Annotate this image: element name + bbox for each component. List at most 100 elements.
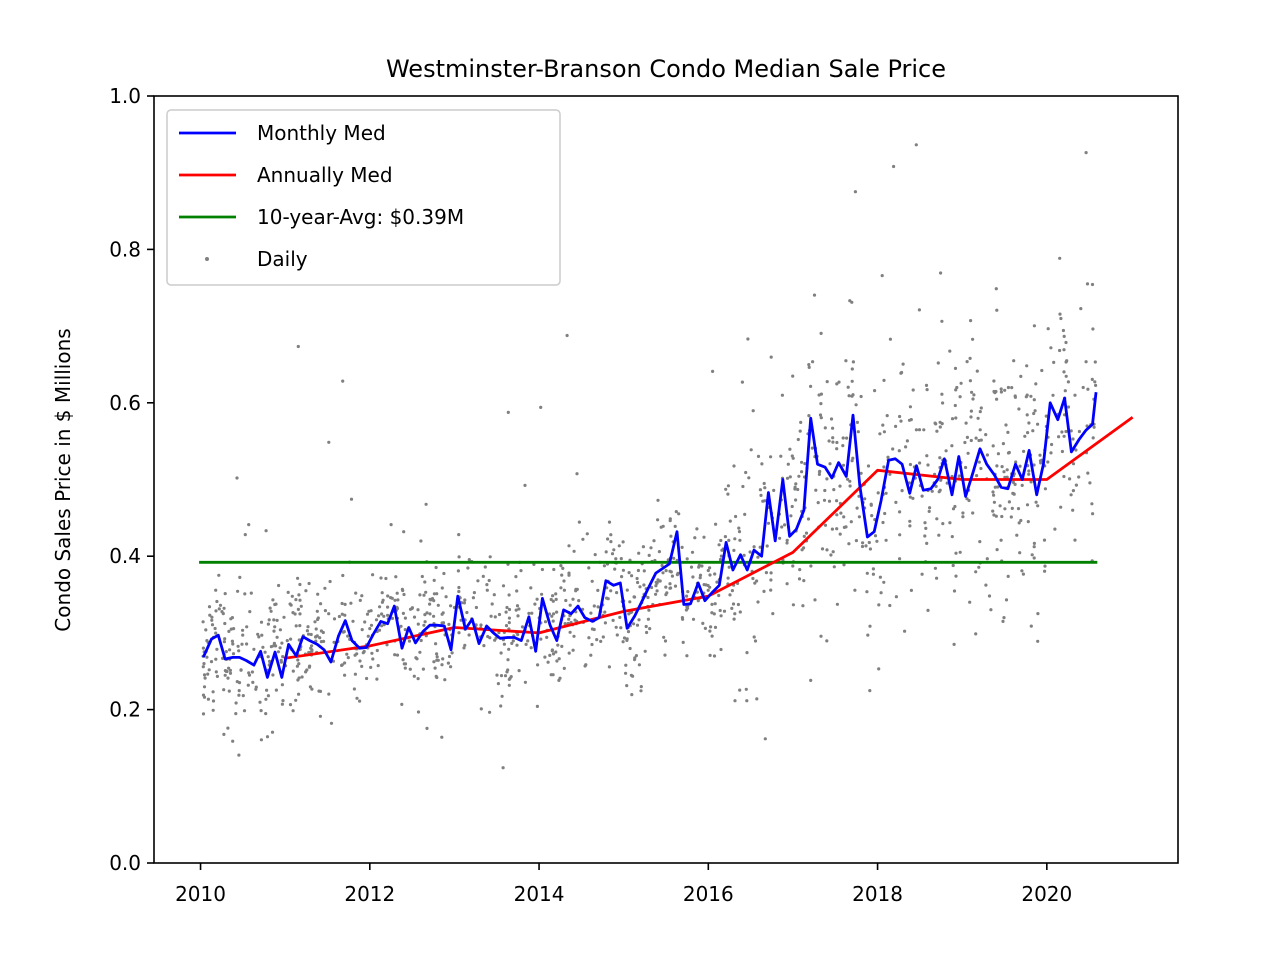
daily-point bbox=[994, 287, 998, 291]
daily-point bbox=[1021, 572, 1025, 576]
daily-point bbox=[935, 429, 939, 433]
daily-point bbox=[349, 601, 353, 605]
daily-point bbox=[950, 417, 955, 421]
daily-point bbox=[403, 666, 407, 670]
daily-point bbox=[827, 439, 831, 443]
daily-point bbox=[499, 651, 503, 655]
daily-point bbox=[920, 494, 924, 498]
daily-point bbox=[880, 274, 884, 278]
daily-point bbox=[930, 489, 934, 493]
daily-point bbox=[554, 650, 558, 654]
daily-point bbox=[710, 602, 714, 607]
daily-point bbox=[991, 509, 995, 513]
daily-point bbox=[825, 477, 829, 481]
daily-point bbox=[389, 523, 393, 527]
daily-point bbox=[660, 563, 664, 568]
daily-point bbox=[992, 513, 996, 517]
daily-point bbox=[938, 456, 942, 460]
daily-point bbox=[310, 644, 314, 648]
daily-point bbox=[241, 633, 245, 637]
daily-point bbox=[296, 678, 300, 682]
daily-point bbox=[835, 527, 839, 531]
daily-point bbox=[714, 522, 718, 526]
daily-point bbox=[295, 664, 299, 668]
daily-point bbox=[435, 655, 439, 659]
daily-point bbox=[992, 379, 996, 383]
daily-point bbox=[265, 735, 270, 739]
daily-point bbox=[294, 624, 298, 628]
daily-point bbox=[753, 581, 757, 585]
daily-point bbox=[1013, 395, 1018, 399]
daily-point bbox=[953, 366, 958, 370]
daily-point bbox=[1026, 520, 1030, 524]
daily-point bbox=[878, 575, 883, 579]
daily-point bbox=[241, 628, 245, 632]
daily-point bbox=[830, 527, 835, 531]
daily-point bbox=[863, 497, 867, 501]
daily-point bbox=[354, 591, 358, 595]
daily-point bbox=[726, 492, 730, 496]
daily-point bbox=[555, 610, 559, 614]
daily-point bbox=[380, 600, 384, 604]
daily-point bbox=[726, 484, 731, 488]
daily-point bbox=[738, 538, 742, 542]
daily-point bbox=[702, 535, 706, 539]
daily-point bbox=[1090, 282, 1095, 287]
y-axis-label: Condo Sales Price in $ Millions bbox=[51, 328, 75, 631]
daily-point bbox=[842, 515, 846, 519]
daily-point bbox=[867, 540, 871, 545]
daily-point bbox=[296, 576, 300, 580]
daily-point bbox=[898, 414, 902, 419]
daily-point bbox=[474, 605, 478, 610]
daily-point bbox=[507, 607, 512, 612]
daily-point bbox=[737, 526, 741, 530]
daily-point bbox=[908, 405, 913, 409]
daily-point bbox=[719, 614, 723, 618]
daily-point bbox=[786, 462, 790, 466]
daily-point bbox=[275, 618, 279, 623]
daily-point bbox=[507, 593, 511, 597]
daily-point bbox=[846, 477, 850, 481]
daily-point bbox=[223, 592, 227, 596]
daily-point bbox=[749, 448, 753, 452]
daily-point bbox=[727, 538, 731, 543]
daily-point bbox=[888, 603, 892, 608]
daily-point bbox=[715, 580, 719, 584]
daily-point bbox=[497, 631, 501, 635]
daily-point bbox=[685, 654, 689, 658]
daily-point bbox=[1027, 472, 1031, 476]
daily-point bbox=[954, 574, 958, 578]
daily-point bbox=[713, 625, 718, 630]
daily-point bbox=[934, 484, 938, 488]
daily-point bbox=[539, 637, 543, 641]
daily-point bbox=[259, 620, 264, 624]
legend: Monthly Med Annually Med 10-year-Avg: $0.3… bbox=[166, 109, 561, 286]
daily-point bbox=[386, 594, 390, 598]
daily-point bbox=[788, 447, 792, 451]
daily-point bbox=[606, 597, 610, 601]
daily-point bbox=[500, 694, 504, 698]
daily-point bbox=[807, 363, 811, 367]
daily-point bbox=[530, 611, 534, 615]
daily-point bbox=[440, 612, 444, 616]
daily-point bbox=[642, 569, 646, 573]
daily-point bbox=[908, 519, 912, 523]
daily-point bbox=[520, 625, 525, 629]
daily-point bbox=[869, 503, 873, 507]
daily-point bbox=[264, 697, 268, 701]
daily-point bbox=[797, 577, 802, 581]
daily-point bbox=[305, 668, 309, 672]
daily-point bbox=[968, 600, 972, 604]
daily-point bbox=[567, 573, 571, 577]
daily-point bbox=[393, 653, 397, 657]
daily-point bbox=[985, 557, 989, 561]
daily-point bbox=[856, 430, 860, 434]
daily-point bbox=[789, 514, 793, 518]
daily-point bbox=[1093, 360, 1097, 364]
daily-point bbox=[222, 732, 226, 737]
daily-point bbox=[346, 656, 350, 660]
daily-point bbox=[937, 533, 941, 537]
daily-point bbox=[545, 635, 549, 640]
daily-point bbox=[1086, 387, 1090, 391]
daily-point bbox=[911, 496, 915, 500]
